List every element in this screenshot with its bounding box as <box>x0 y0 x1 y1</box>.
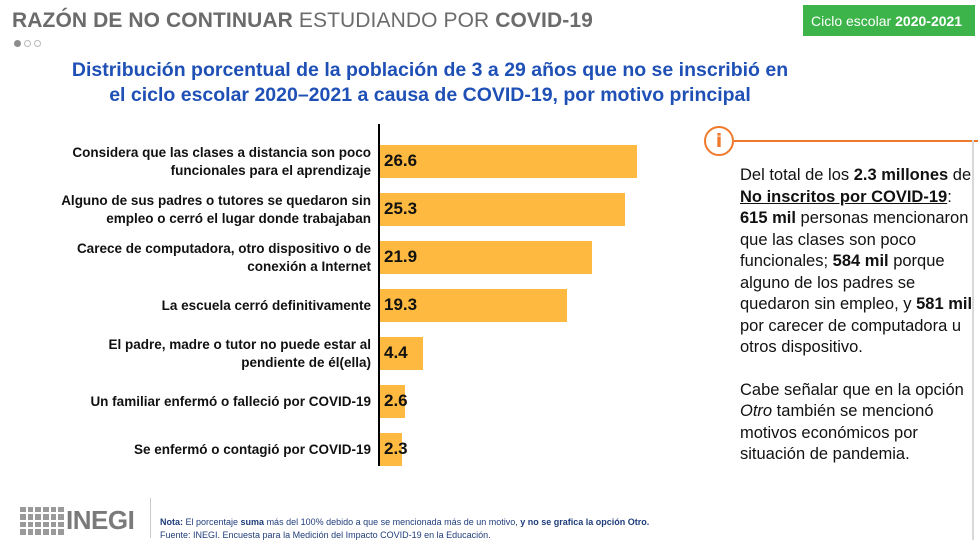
bar-6 <box>380 385 405 418</box>
inegi-logo: INEGI <box>20 505 135 536</box>
bar-value-label-7: 2.3 <box>384 439 408 458</box>
bar-value-label-4: 19.3 <box>384 295 418 314</box>
category-label-6: Un familiar enfermó o falleció por COVID… <box>90 393 371 409</box>
info-l2c: : <box>947 187 952 206</box>
info-panel: Del total de los 2.3 millones de No insc… <box>740 165 976 466</box>
footer-separator <box>150 498 151 538</box>
bar-1 <box>380 145 637 178</box>
dot-1 <box>14 40 21 47</box>
category-label-4: La escuela cerró definitivamente <box>161 297 371 313</box>
info-icon: i <box>704 126 734 156</box>
dot-2 <box>24 40 31 47</box>
bar-value-label-2: 25.3 <box>384 199 418 218</box>
logo-grid-icon <box>20 506 64 535</box>
bar-3 <box>380 241 592 274</box>
info-divider-line <box>734 140 978 142</box>
info-l1b: 2.3 millones <box>853 166 949 184</box>
badge-label: Ciclo escolar <box>811 12 892 29</box>
bar-value-label-1: 26.6 <box>384 151 418 170</box>
chart-title-line2: el ciclo escolar 2020–2021 a causa de CO… <box>109 84 751 106</box>
page-header: RAZÓN DE NO CONTINUAR ESTUDIANDO POR COV… <box>12 9 593 33</box>
info-p2a: Cabe señalar que en la opción <box>740 380 964 399</box>
info-l4: 584 mil <box>832 252 889 270</box>
chart-title-line1: Distribución porcentual de la población … <box>71 59 789 81</box>
category-label-2: Alguno de sus padres o tutores se quedar… <box>61 192 371 226</box>
source-note: Fuente: INEGI. Encuesta para la Medición… <box>160 530 491 540</box>
category-label-3: Carece de computadora, otro dispositivo … <box>76 240 371 274</box>
slide-dots <box>14 40 41 47</box>
chart-title: Distribución porcentual de la población … <box>40 58 820 108</box>
info-l1a: Del total de los <box>740 166 854 184</box>
bar-value-label-5: 4.4 <box>384 343 408 362</box>
note-1: El porcentaje <box>183 517 241 527</box>
note-2: suma <box>240 517 265 527</box>
footnote: Nota: El porcentaje suma más del 100% de… <box>160 516 649 542</box>
bar-5 <box>380 337 423 370</box>
bar-value-label-3: 21.9 <box>384 247 418 266</box>
info-p2c: también se mencionó motivos económicos p… <box>740 402 934 463</box>
info-l7: por carecer de computadora u otros dispo… <box>740 316 962 357</box>
info-p2b: Otro <box>740 402 773 420</box>
info-l6: 581 mil <box>916 295 973 313</box>
info-side-line <box>972 140 974 540</box>
bar-7 <box>380 433 402 466</box>
school-cycle-badge: Ciclo escolar 2020-2021 <box>803 5 975 36</box>
header-part1: RAZÓN DE NO CONTINUAR <box>12 9 293 32</box>
badge-value: 2020-2021 <box>895 12 963 29</box>
category-label-7: Se enfermó o contagió por COVID-19 <box>133 441 371 457</box>
bar-2 <box>380 193 625 226</box>
note-4: y no se grafica la opción Otro. <box>520 517 650 527</box>
info-l2b: No inscritos por COVID-19 <box>740 187 948 206</box>
logo-text: INEGI <box>66 505 135 535</box>
info-l3: personas mencionaron que las clases son … <box>740 209 969 270</box>
note-3: más del 100% debido a que se mencionada … <box>264 517 521 527</box>
info-l5: porque alguno de los padres se quedaron … <box>740 252 945 313</box>
bar-value-label-6: 2.6 <box>384 391 408 410</box>
category-label-5: El padre, madre o tutor no puede estar a… <box>108 336 371 370</box>
bar-4 <box>380 289 567 322</box>
header-part2: ESTUDIANDO POR <box>292 9 496 32</box>
y-axis-line <box>378 124 380 466</box>
info-l2d: 615 mil <box>740 209 796 227</box>
header-part3: COVID-19 <box>495 9 593 32</box>
dot-3 <box>34 40 41 47</box>
note-label: Nota: <box>160 517 183 527</box>
info-l2a: de <box>952 166 972 184</box>
category-label-1: Considera que las clases a distancia son… <box>72 144 371 178</box>
